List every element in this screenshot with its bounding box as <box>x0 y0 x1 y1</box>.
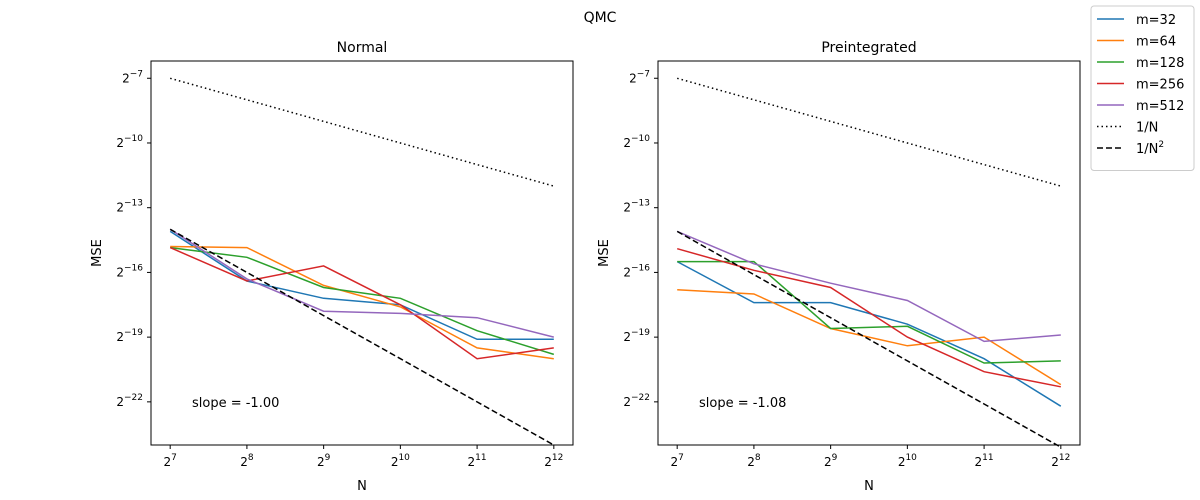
x-tick-label: 211 <box>975 453 994 469</box>
slope-annotation: slope = -1.08 <box>699 396 786 411</box>
series-line-1-n <box>676 77 1062 187</box>
x-tick-label: 211 <box>468 453 487 469</box>
y-tick-label: 2−7 <box>629 69 650 85</box>
axes-frame <box>150 60 574 446</box>
panel-normal: Normal 27 28 29 210 211 212 2−7 2−10 2−13 2−16 2−19… <box>90 40 574 494</box>
series-line-1-n <box>169 77 555 187</box>
y-tick-label: 2−16 <box>623 263 650 279</box>
x-tick-label: 210 <box>898 453 917 469</box>
legend-label-m-512: m=512 <box>1136 99 1184 114</box>
series-line-m-256 <box>169 246 554 360</box>
y-tick-label: 2−22 <box>623 393 650 409</box>
legend-label-1-n2: 1/N2 <box>1136 140 1164 157</box>
y-tick-label: 2−13 <box>623 199 650 215</box>
series-line-m-512 <box>676 230 1061 343</box>
legend-label-m-64: m=64 <box>1136 35 1176 50</box>
legend-label-m-128: m=128 <box>1136 56 1184 71</box>
y-axis-label: MSE <box>90 239 105 267</box>
series-line-1-n2 <box>169 228 555 446</box>
y-tick-label: 2−19 <box>116 328 143 344</box>
y-tick-label: 2−7 <box>122 69 143 85</box>
series-line-m-512 <box>169 228 554 338</box>
legend-label-1-n: 1/N <box>1136 121 1158 136</box>
y-tick-label: 2−16 <box>116 263 143 279</box>
legend: m=32 m=64 m=128 m=256 m=512 1/N 1/N2 <box>1090 5 1195 171</box>
panel-preintegrated: Preintegrated 27 28 29 210 211 212 2−7 2−10 2−13 2… <box>597 40 1081 494</box>
x-tick-label: 210 <box>391 453 410 469</box>
x-tick-label: 27 <box>163 453 176 469</box>
x-tick-label: 212 <box>544 453 563 469</box>
x-tick-label: 28 <box>240 453 254 469</box>
series-line-m-32 <box>169 230 554 341</box>
slope-annotation: slope = -1.00 <box>192 396 279 411</box>
series-line-m-64 <box>677 288 1062 386</box>
figure-suptitle: QMC <box>584 10 617 26</box>
series-line-m-128 <box>170 246 555 356</box>
y-tick-label: 2−10 <box>116 134 143 150</box>
y-axis-label: MSE <box>597 239 612 267</box>
panel-title: Normal <box>337 40 388 56</box>
series-line-m-32 <box>676 260 1062 407</box>
y-tick-label: 2−22 <box>116 393 143 409</box>
x-tick-label: 27 <box>670 453 683 469</box>
x-tick-label: 28 <box>747 453 761 469</box>
x-axis-label: N <box>357 479 367 494</box>
series-line-1-n2 <box>676 230 1062 448</box>
panel-title: Preintegrated <box>821 40 916 56</box>
x-tick-label: 29 <box>824 453 838 469</box>
y-tick-label: 2−13 <box>116 199 143 215</box>
series-line-m-64 <box>170 245 554 360</box>
panels: Normal 27 28 29 210 211 212 2−7 2−10 2−13 2−16 2−19… <box>90 40 1081 494</box>
series-line-m-256 <box>676 247 1061 388</box>
axes-frame <box>657 60 1081 446</box>
x-tick-label: 212 <box>1051 453 1070 469</box>
series-line-m-128 <box>677 260 1061 364</box>
legend-box <box>1090 5 1195 171</box>
legend-label-m-256: m=256 <box>1136 78 1184 93</box>
x-axis-label: N <box>864 479 874 494</box>
y-tick-label: 2−19 <box>623 328 650 344</box>
y-tick-label: 2−10 <box>623 134 650 150</box>
legend-label-m-32: m=32 <box>1136 13 1176 28</box>
x-tick-label: 29 <box>317 453 331 469</box>
